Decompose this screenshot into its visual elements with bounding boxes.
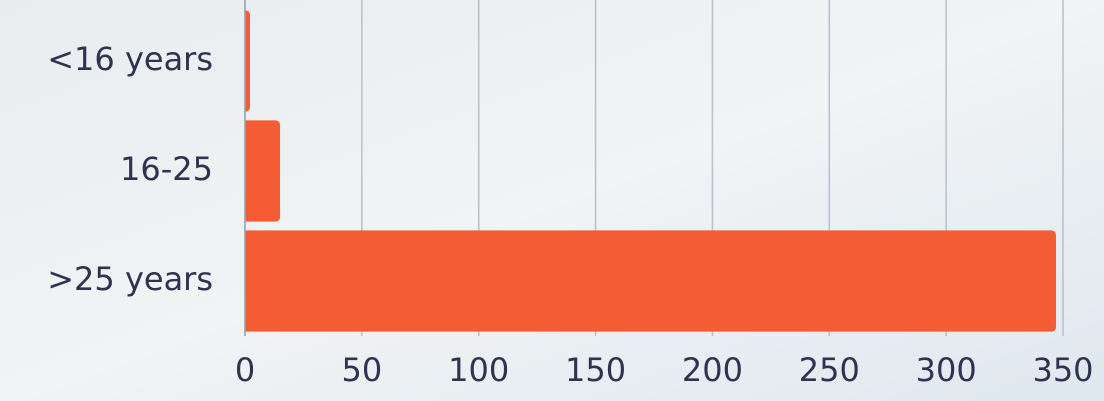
x-tick-label: 250 <box>799 351 860 389</box>
bar <box>245 10 250 112</box>
y-tick-label: >25 years <box>47 260 213 298</box>
x-tick-label: 50 <box>341 351 382 389</box>
y-tick-label: 16-25 <box>120 150 213 188</box>
x-tick-label: 350 <box>1032 351 1093 389</box>
x-tick-label: 300 <box>916 351 977 389</box>
y-tick-label: <16 years <box>47 40 213 78</box>
x-tick-label: 0 <box>235 351 255 389</box>
x-tick-label: 200 <box>682 351 743 389</box>
x-tick-label: 150 <box>565 351 626 389</box>
bar <box>244 120 281 222</box>
bar <box>244 230 1056 332</box>
plot-area: 0 50 100 150 200 250 300 350 <16 years 16-25 >25 y… <box>47 0 1094 389</box>
x-tick-label: 100 <box>448 351 509 389</box>
